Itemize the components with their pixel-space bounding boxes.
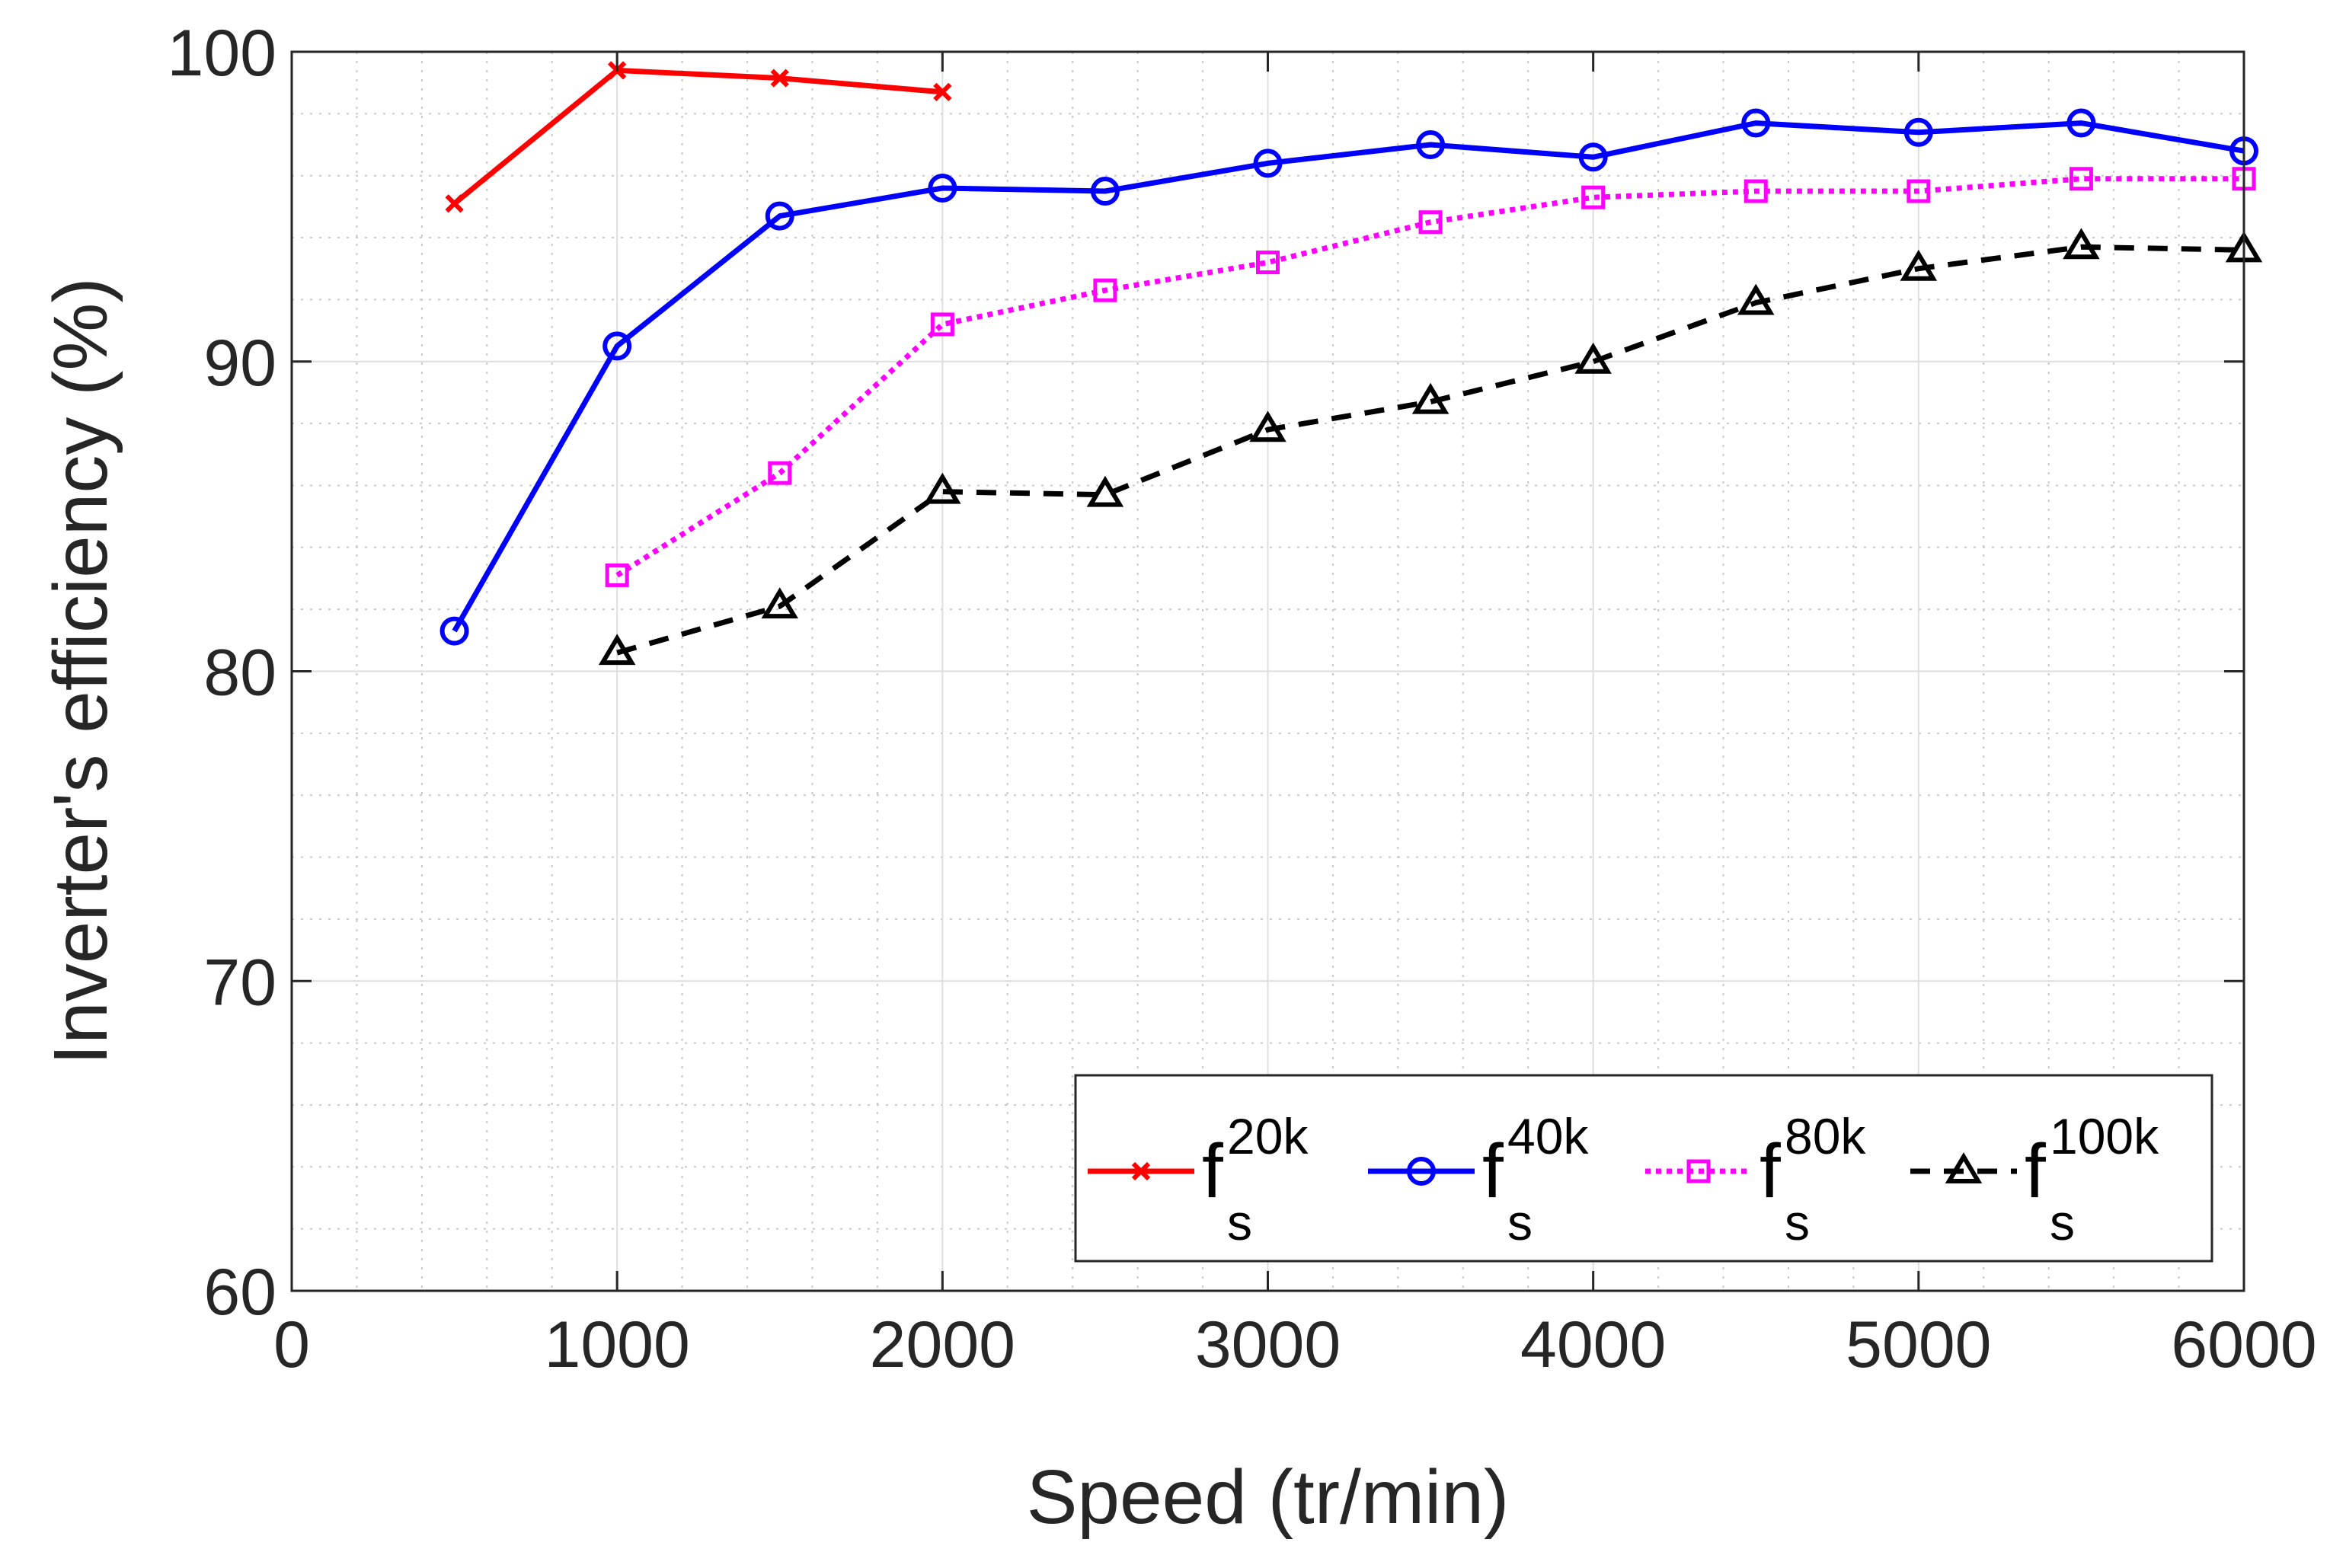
data-point-fs80k	[1418, 210, 1443, 235]
series-line-fs40k	[452, 120, 2245, 633]
data-point-fs80k	[605, 563, 629, 587]
series-fs100k	[598, 228, 2263, 666]
data-point-fs100k	[1411, 382, 1449, 414]
series-layer	[439, 61, 2263, 666]
data-point-fs20k	[770, 69, 789, 88]
y-tick-label: 60	[203, 1256, 276, 1329]
data-point-fs40k	[1741, 108, 1771, 138]
legend-label-sup-fs100k: 100k	[2050, 1108, 2159, 1164]
data-point-fs100k	[761, 587, 799, 619]
y-tick-label: 80	[203, 637, 276, 710]
data-point-fs80k	[768, 461, 792, 485]
y-axis-label: Inverter's efficiency (%)	[38, 277, 123, 1065]
data-point-fs100k	[1249, 410, 1286, 442]
legend-label-fs40k: f	[1482, 1129, 1504, 1214]
series-line-fs20k	[452, 67, 943, 206]
data-point-fs40k	[1578, 142, 1608, 172]
series-line-fs80k	[615, 176, 2244, 578]
x-tick-label: 2000	[870, 1308, 1015, 1381]
data-point-fs40k	[765, 201, 794, 231]
data-point-fs100k	[598, 634, 636, 666]
data-point-fs40k	[1090, 177, 1120, 206]
legend-label-sub-fs80k: s	[1785, 1194, 1810, 1250]
legend-marker-fs80k	[1686, 1159, 1711, 1183]
x-tick-label: 1000	[545, 1308, 690, 1381]
legend-label-sub-fs40k: s	[1507, 1194, 1533, 1250]
legend-marker-fs20k	[1131, 1161, 1151, 1181]
legend-label-sup-fs20k: 20k	[1227, 1108, 1309, 1164]
data-point-fs100k	[1574, 342, 1612, 374]
legend-item-fs20k: f 20k s	[1088, 1108, 1309, 1250]
x-tick-label: 4000	[1520, 1308, 1666, 1381]
data-point-fs40k	[1253, 148, 1283, 178]
data-point-fs80k	[2069, 167, 2093, 191]
x-tick-label: 6000	[2171, 1308, 2316, 1381]
legend-item-fs100k: f 100k s	[1910, 1108, 2159, 1250]
y-tick-label: 100	[168, 17, 277, 90]
data-point-fs100k	[1737, 283, 1775, 315]
data-point-fs40k	[1416, 130, 1446, 160]
legend-label-fs100k: f	[2025, 1129, 2046, 1214]
legend-label-fs20k: f	[1202, 1129, 1223, 1214]
x-tick-label: 5000	[1846, 1308, 1991, 1381]
data-point-fs40k	[602, 331, 632, 361]
data-point-fs100k	[924, 472, 961, 504]
x-tick-label: 3000	[1195, 1308, 1341, 1381]
series-line-fs100k	[616, 244, 2245, 656]
legend-box	[1074, 1074, 2213, 1263]
data-point-fs20k	[445, 194, 464, 213]
legend-marker-fs40k	[1407, 1157, 1436, 1186]
legend-label-sub-fs20k: s	[1227, 1194, 1252, 1250]
data-point-fs100k	[1086, 475, 1124, 507]
data-point-fs40k	[439, 616, 469, 646]
legend-marker-fs100k	[1945, 1152, 1983, 1183]
data-point-fs80k	[1256, 251, 1280, 275]
data-point-fs80k	[1581, 185, 1606, 209]
data-point-fs20k	[933, 82, 952, 101]
data-point-fs80k	[930, 312, 954, 337]
data-point-fs80k	[1093, 278, 1117, 302]
data-point-fs40k	[1903, 117, 1933, 147]
data-point-fs100k	[1900, 249, 1938, 281]
legend-item-fs40k: f 40k s	[1368, 1108, 1589, 1250]
x-tick-label: 0	[273, 1308, 310, 1381]
legend-label-sup-fs40k: 40k	[1507, 1108, 1589, 1164]
data-point-fs40k	[2066, 108, 2096, 138]
legend-label-sup-fs80k: 80k	[1785, 1108, 1866, 1164]
legend-item-fs80k: f 80k s	[1645, 1108, 1866, 1250]
y-tick-label: 90	[203, 327, 276, 400]
data-point-fs80k	[1907, 179, 1931, 203]
series-fs80k	[605, 167, 2256, 587]
data-point-fs80k	[1744, 179, 1768, 203]
y-tick-label: 70	[203, 946, 276, 1019]
ticks: 0 1000 2000 3000 4000 5000 6000 60 70 80 90 100	[168, 17, 2317, 1381]
legend-label-sub-fs100k: s	[2050, 1194, 2075, 1250]
data-point-fs40k	[928, 173, 957, 203]
data-point-fs100k	[2063, 228, 2100, 260]
legend-label-fs80k: f	[1759, 1129, 1781, 1214]
x-axis-label: Speed (tr/min)	[1027, 1455, 1510, 1540]
